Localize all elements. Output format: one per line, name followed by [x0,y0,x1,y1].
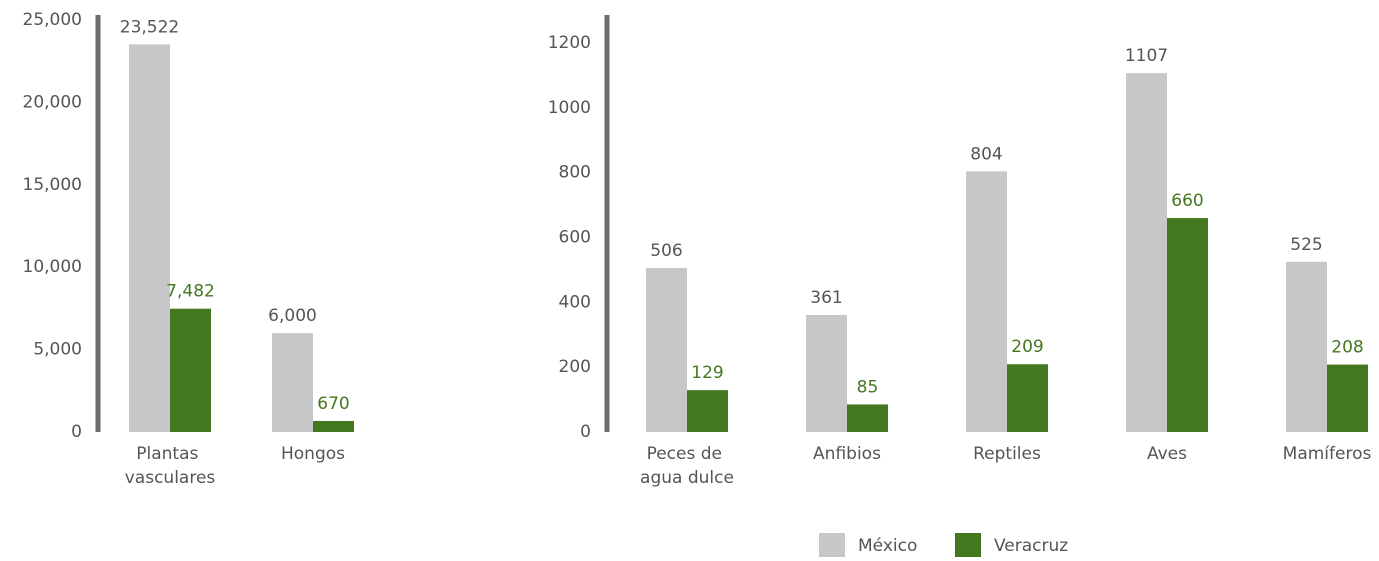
bar [1167,218,1208,432]
bar [129,44,170,432]
value-label: 208 [1331,338,1363,358]
y-tick-label: 15,000 [23,175,82,195]
bar [1126,73,1167,433]
bar [966,171,1007,432]
bar [272,333,313,432]
bar [1327,364,1368,432]
y-tick-label: 25,000 [23,10,82,30]
value-label: 804 [970,144,1002,164]
y-tick-label: 0 [71,422,82,442]
x-tick-label: Aves [1147,444,1187,464]
y-tick-label: 1000 [548,98,591,118]
bar [313,420,354,432]
y-tick-label: 0 [580,422,591,442]
value-label: 129 [691,363,723,383]
x-tick-label: Peces de agua dulce [640,444,734,488]
bar [806,314,847,432]
value-label: 670 [317,394,349,414]
y-tick-label: 10,000 [23,257,82,277]
value-label: 506 [650,241,682,261]
y-tick-label: 800 [559,163,591,183]
value-label: 209 [1011,337,1043,357]
y-tick-label: 600 [559,228,591,248]
x-tick-label: Hongos [281,444,345,464]
value-label: 525 [1290,235,1322,255]
x-tick-label: Mamíferos [1283,444,1372,464]
bar [646,267,687,432]
bar [687,390,728,432]
x-tick-label: Plantas vasculares [125,444,216,488]
legend-swatch [955,533,981,557]
value-label: 7,482 [166,282,215,302]
bar [847,404,888,432]
bar [1007,364,1048,432]
y-tick-label: 5,000 [33,340,82,360]
legend-swatch [819,533,845,557]
y-tick-label: 200 [559,357,591,377]
value-label: 85 [857,377,879,397]
value-label: 660 [1171,191,1203,211]
bar [1286,261,1327,432]
value-label: 1107 [1125,46,1168,66]
y-tick-label: 20,000 [23,92,82,112]
legend-label: Veracruz [994,536,1068,556]
value-label: 361 [810,288,842,308]
value-label: 6,000 [268,306,317,326]
y-tick-label: 1200 [548,33,591,53]
legend-label: México [858,536,917,556]
x-tick-label: Anfibios [813,444,881,464]
y-tick-label: 400 [559,292,591,312]
value-label: 23,522 [120,17,179,37]
x-tick-label: Reptiles [973,444,1041,464]
bar [170,308,211,432]
